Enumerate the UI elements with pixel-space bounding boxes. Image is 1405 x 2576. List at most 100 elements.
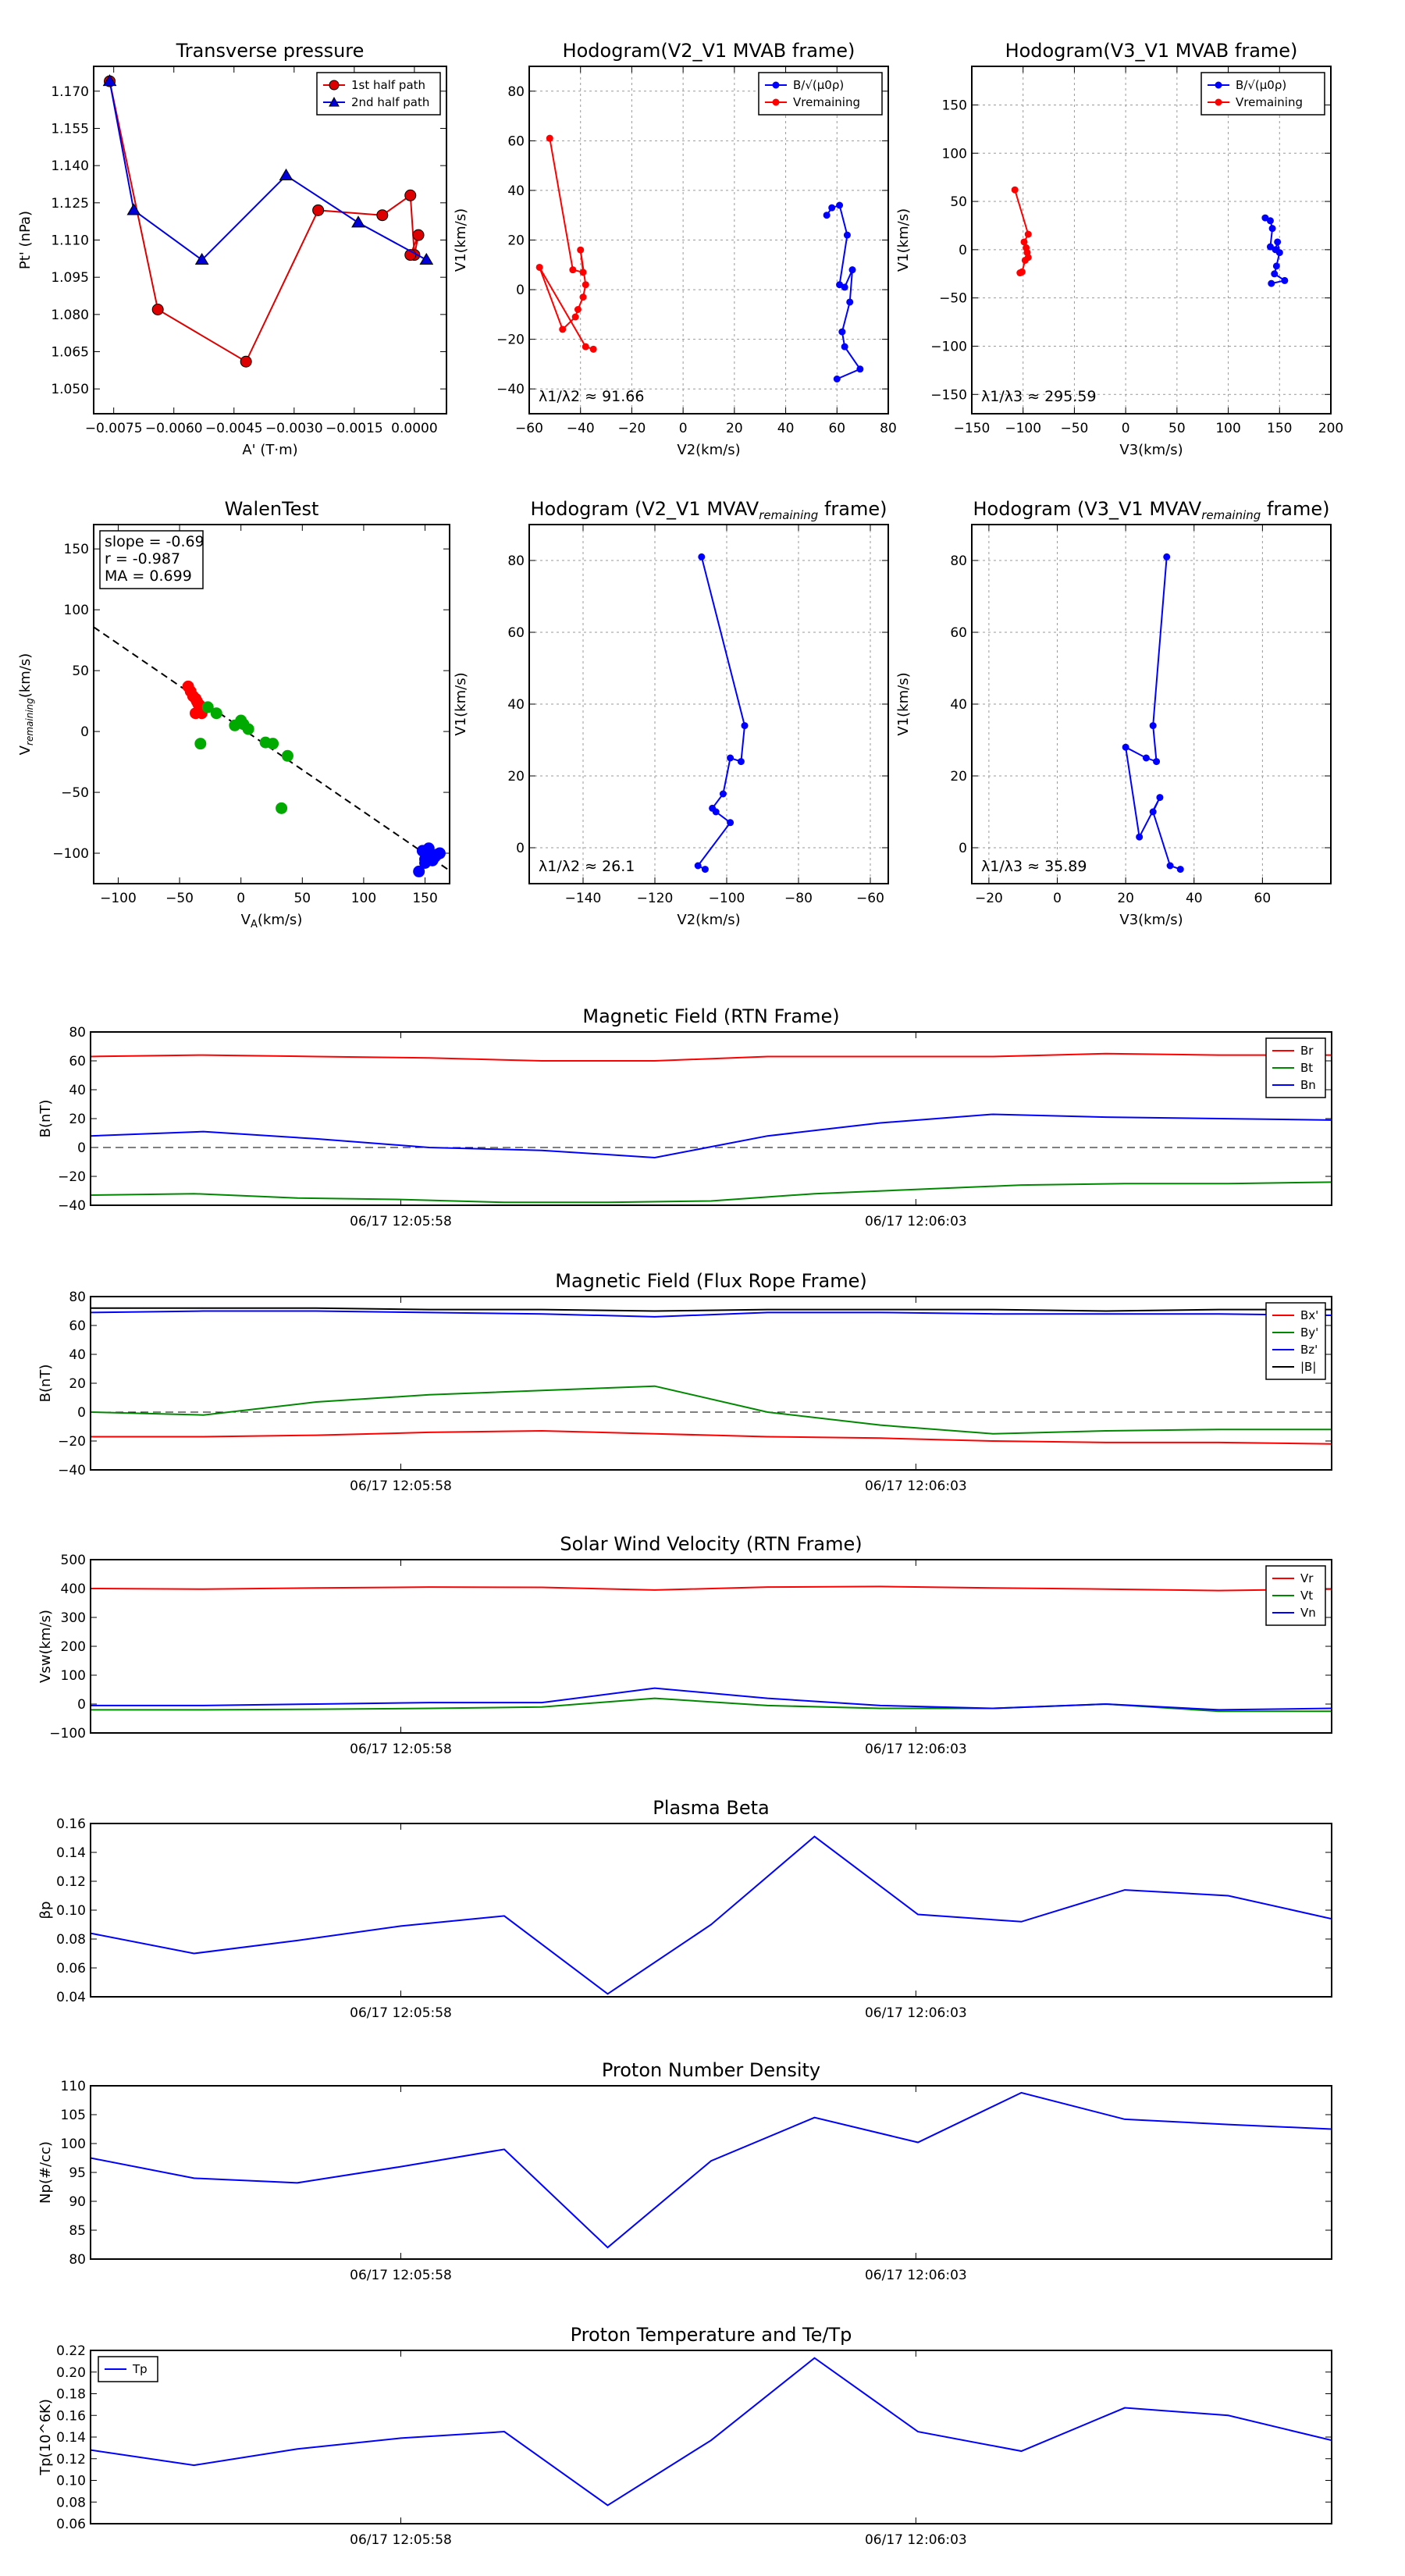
- y-tick-label: 0.12: [56, 2452, 86, 2467]
- y-axis-label: V1(km/s): [895, 672, 912, 735]
- series-line-Tp: [91, 2357, 1332, 2507]
- x-tick-label: −0.0060: [145, 421, 203, 436]
- x-tick-label: 06/17 12:05:58: [350, 2005, 452, 2021]
- x-tick-label: 200: [1318, 421, 1343, 436]
- x-tick-label: −50: [165, 891, 194, 906]
- chart-title: Magnetic Field (Flux Rope Frame): [555, 1270, 866, 1292]
- data-point: [1156, 794, 1164, 802]
- y-tick-label: 0: [77, 1140, 86, 1156]
- y-tick-label: 20: [950, 769, 967, 785]
- y-tick-label: −50: [939, 291, 967, 307]
- x-tick-label: 100: [351, 891, 376, 906]
- y-tick-label: 150: [64, 542, 89, 557]
- y-tick-label: 20: [69, 1376, 86, 1392]
- y-tick-label: 90: [69, 2194, 86, 2210]
- chart-t2: Magnetic Field (Flux Rope Frame) −40 −20 0 2…: [37, 1270, 1332, 1494]
- x-tick-label: 50: [293, 891, 311, 906]
- x-tick-label: −140: [565, 891, 602, 906]
- y-tick-label: 0.20: [56, 2365, 86, 2381]
- legend: 1st half path 2nd half path: [316, 72, 441, 116]
- x-tick-label: 06/17 12:06:03: [865, 1478, 967, 1494]
- y-tick-label: 105: [61, 2108, 86, 2123]
- series-line-Bx': [91, 1430, 1332, 1445]
- data-point: [569, 266, 577, 274]
- plot-area: [91, 2357, 1332, 2507]
- y-tick-label: 100: [61, 2137, 86, 2152]
- legend-marker: [329, 96, 340, 107]
- axes-frame: [90, 1823, 1332, 1998]
- x-tick-label: −50: [1060, 421, 1088, 436]
- data-point: [823, 212, 831, 219]
- x-axis-label: A' (T·m): [242, 442, 297, 458]
- legend-box: [316, 72, 441, 116]
- data-point: [719, 790, 727, 798]
- x-tick-label: 60: [1254, 891, 1272, 906]
- data-point: [535, 263, 543, 271]
- y-tick-label: 1.080: [51, 308, 89, 323]
- series-line-Vr: [91, 1585, 1332, 1592]
- y-tick-label: 50: [72, 664, 89, 679]
- chart-t3: Solar Wind Velocity (RTN Frame) −100 0 100 2…: [37, 1533, 1332, 1757]
- x-tick-label: −0.0045: [205, 421, 263, 436]
- y-tick-label: 60: [507, 133, 525, 149]
- y-tick-label: 0.08: [56, 2495, 86, 2510]
- data-point: [194, 738, 207, 750]
- y-tick-label: 95: [69, 2165, 86, 2181]
- data-point: [1016, 269, 1024, 277]
- data-point: [1149, 808, 1157, 816]
- y-tick-label: −40: [58, 1198, 86, 1214]
- x-tick-label: 50: [1168, 421, 1186, 436]
- series-line-Br: [91, 1052, 1332, 1062]
- chart-title: Proton Number Density: [602, 2059, 820, 2081]
- y-tick-label: 200: [61, 1639, 86, 1655]
- chart-p5: Hodogram (V2_V1 MVAVremaining frame) 0 20 4…: [453, 498, 889, 928]
- y-tick-label: 0.12: [56, 1874, 86, 1890]
- chart-title: Plasma Beta: [653, 1797, 769, 1819]
- y-tick-label: 0.16: [56, 1816, 86, 1832]
- data-point: [240, 355, 252, 368]
- x-tick-label: 06/17 12:06:03: [865, 1742, 967, 1757]
- chart-p1: Transverse pressure 1.050 1.065 1.080 1.095 1…: [17, 40, 447, 458]
- chart-p3: Hodogram(V3_V1 MVAB frame) −150 −100 −50 0 50…: [895, 40, 1343, 458]
- y-tick-label: 100: [942, 146, 967, 162]
- data-point: [741, 722, 749, 730]
- y-tick-label: 0.10: [56, 2474, 86, 2489]
- y-tick-label: 20: [507, 233, 525, 249]
- x-tick-label: 80: [880, 421, 897, 436]
- y-tick-label: 60: [69, 1318, 86, 1334]
- stats-line: MA = 0.699: [105, 568, 192, 585]
- y-tick-label: 80: [507, 553, 525, 569]
- y-tick-label: 1.065: [51, 345, 89, 361]
- data-point: [210, 707, 222, 720]
- x-tick-label: 60: [828, 421, 845, 436]
- data-point: [102, 74, 117, 87]
- data-point: [1142, 754, 1150, 762]
- y-tick-label: 1.095: [51, 270, 89, 286]
- y-tick-label: 0.22: [56, 2343, 86, 2359]
- x-tick-label: −0.0030: [265, 421, 323, 436]
- y-tick-label: 60: [950, 625, 967, 641]
- series-line-hodo: [1124, 557, 1181, 870]
- y-tick-label: 1.050: [51, 382, 89, 397]
- y-tick-label: 50: [950, 194, 967, 210]
- series-line-1st half path: [108, 80, 420, 363]
- legend-box: [1200, 72, 1325, 116]
- x-tick-label: 20: [1117, 891, 1134, 906]
- data-point: [1020, 238, 1028, 246]
- x-tick-label: 20: [726, 421, 743, 436]
- series-line-Vremaining: [539, 138, 594, 350]
- legend-marker: [772, 98, 780, 106]
- y-tick-label: 20: [69, 1112, 86, 1127]
- axes-frame: [93, 66, 447, 415]
- data-point: [1271, 270, 1279, 278]
- legend-box: [758, 72, 883, 116]
- y-tick-label: −20: [58, 1434, 86, 1450]
- y-tick-label: 0.14: [56, 2430, 86, 2446]
- data-point: [426, 854, 439, 866]
- legend-marker: [1215, 81, 1222, 89]
- legend-label: Br: [1300, 1044, 1314, 1058]
- y-tick-label: 80: [69, 1025, 86, 1041]
- chart-t5: Proton Number Density 80 85 90 95 100 105 110 06…: [37, 2059, 1332, 2283]
- data-point: [1024, 230, 1032, 238]
- y-axis-label: B(nT): [37, 1364, 54, 1403]
